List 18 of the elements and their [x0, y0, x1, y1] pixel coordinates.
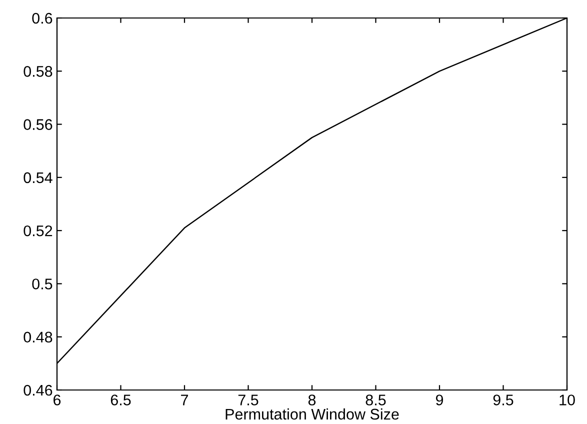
x-tick-label: 6 — [54, 394, 61, 406]
y-tick-label: 0.58 — [24, 66, 52, 77]
x-tick-label: 6.5 — [110, 394, 131, 406]
y-tick-label: 0.52 — [24, 225, 52, 236]
x-tick-label: 10 — [560, 394, 575, 406]
y-tick-label: 0.6 — [32, 12, 52, 24]
y-tick-label: 0.5 — [32, 278, 52, 290]
y-tick-label: 0.54 — [24, 172, 52, 184]
y-tick-label: 0.56 — [24, 119, 52, 130]
x-tick-label: 8.5 — [366, 394, 386, 406]
y-tick-label: 0.48 — [24, 332, 52, 343]
x-axis-title: Permutation Window Size — [226, 408, 399, 420]
x-tick-label: 7.5 — [238, 394, 258, 406]
x-tick-label: 7 — [181, 394, 188, 406]
x-tick-label: 8 — [308, 394, 316, 406]
x-tick-label: 9 — [436, 394, 444, 406]
x-tick-label: 9.5 — [493, 394, 514, 406]
y-tick-label: 0.46 — [24, 384, 52, 396]
